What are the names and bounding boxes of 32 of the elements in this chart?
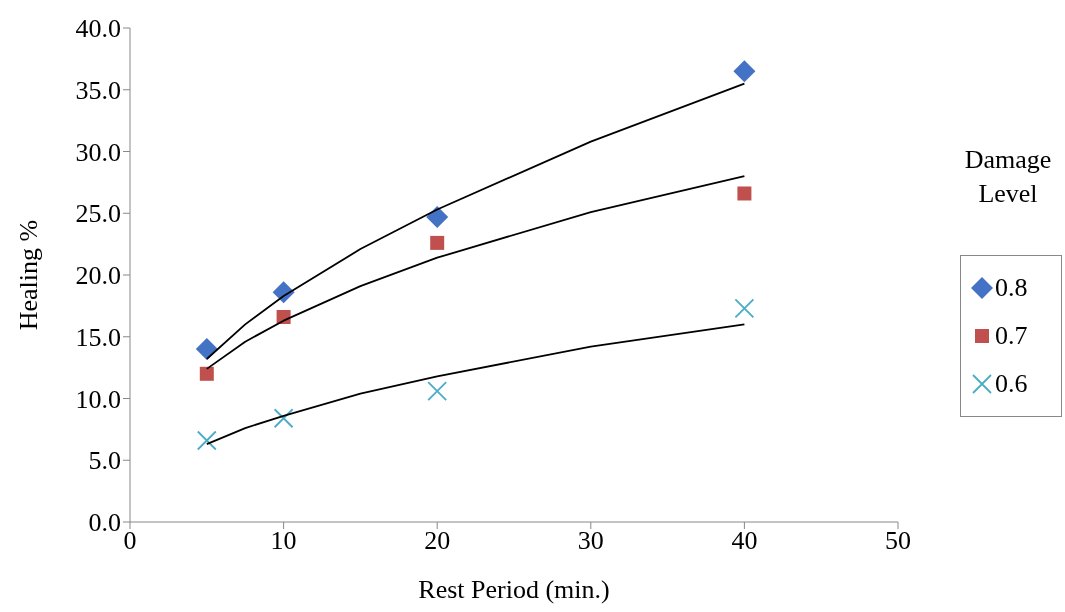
legend-title: Damage Level: [963, 144, 1053, 210]
legend-label: 0.7: [995, 321, 1028, 351]
x-axis-title: Rest Period (min.): [418, 575, 610, 604]
y-tick-label: 15.0: [75, 322, 121, 352]
point: [427, 381, 448, 401]
point: [195, 338, 218, 361]
point: [426, 205, 449, 228]
legend-label: 0.8: [995, 273, 1028, 303]
x-tick-label: 30: [577, 526, 604, 556]
point: [430, 235, 445, 250]
y-tick-label: 10.0: [75, 384, 121, 414]
y-tick-label: 35.0: [75, 75, 121, 105]
x-tick-label: 50: [885, 526, 911, 556]
y-axis-title: Healing %: [14, 219, 44, 331]
point: [737, 186, 752, 201]
x-tick-label: 20: [424, 526, 451, 556]
y-tick-label: 0.0: [88, 508, 121, 538]
y-tick-label: 30.0: [75, 137, 121, 167]
y-tick-label: 40.0: [75, 14, 121, 44]
x-tick-label: 0: [123, 526, 137, 556]
y-tick-label: 20.0: [75, 261, 121, 291]
point: [734, 298, 755, 319]
point: [273, 408, 294, 429]
point: [733, 60, 756, 83]
y-tick-label: 25.0: [75, 199, 121, 229]
point: [199, 366, 214, 381]
y-tick-label: 5.0: [88, 446, 121, 476]
point: [196, 430, 217, 451]
x-tick-label: 40: [731, 526, 758, 556]
legend-label: 0.6: [995, 369, 1028, 399]
x-tick-label: 10: [270, 526, 297, 556]
line-series: [205, 323, 746, 446]
